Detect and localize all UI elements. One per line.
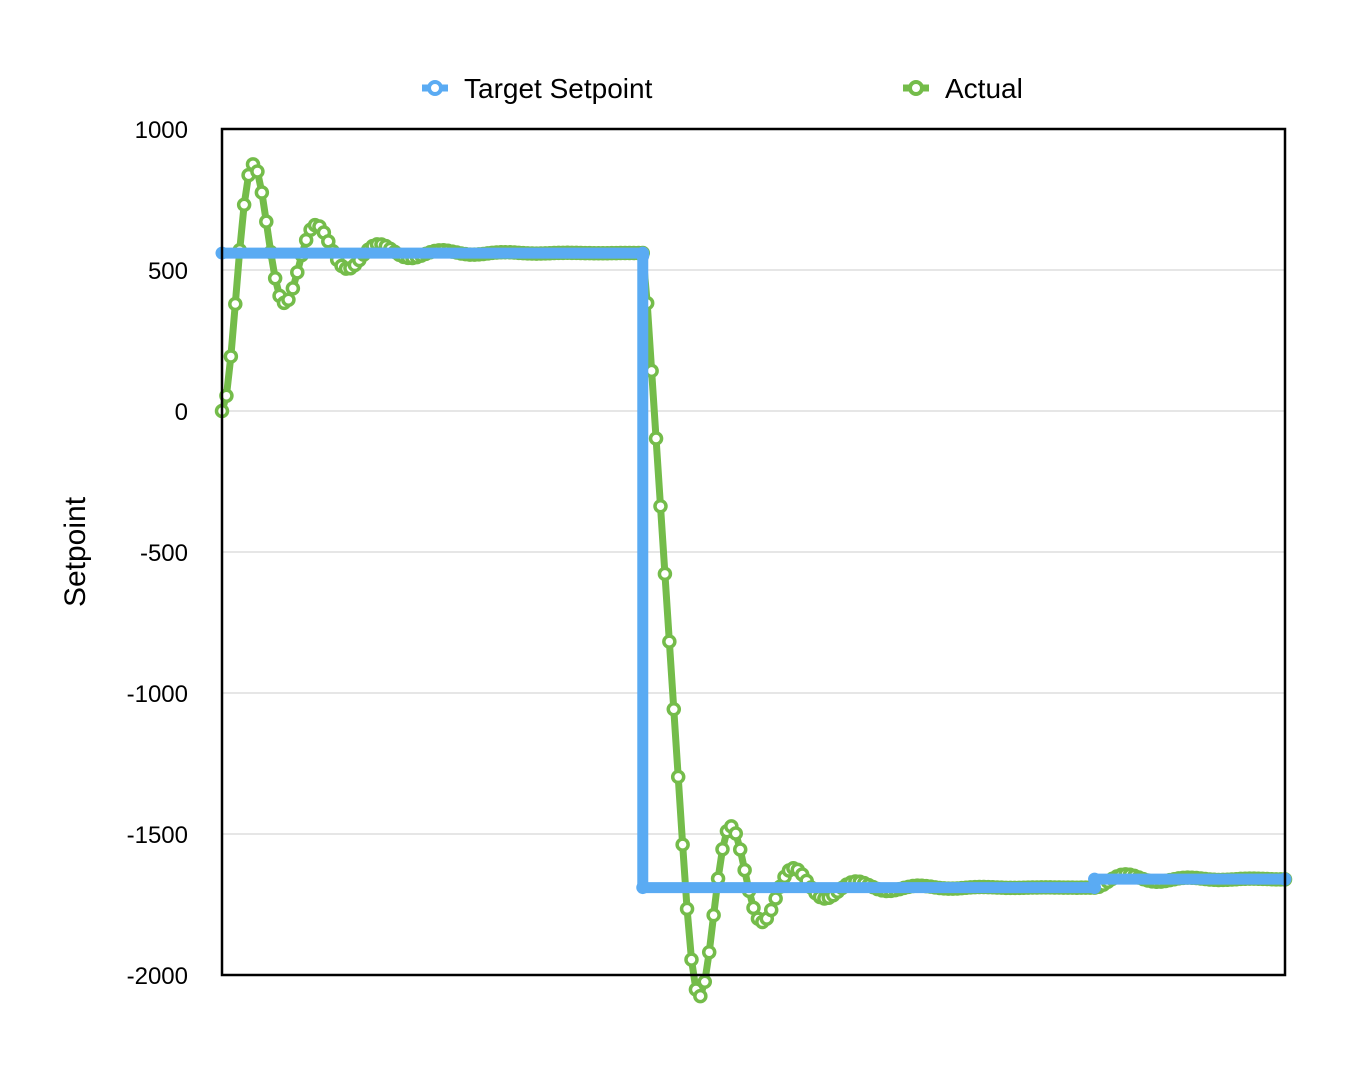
- legend-item-target[interactable]: Target Setpoint: [422, 73, 653, 104]
- data-point-actual[interactable]: [259, 214, 274, 229]
- y-axis-title: Setpoint: [59, 496, 92, 607]
- data-point-actual[interactable]: [697, 974, 713, 989]
- legend-marker-actual: [908, 80, 924, 96]
- legend-item-actual[interactable]: Actual: [903, 73, 1023, 104]
- data-point-actual[interactable]: [684, 952, 699, 967]
- data-point-actual[interactable]: [254, 185, 270, 200]
- data-point-target[interactable]: [636, 881, 650, 895]
- data-point-actual[interactable]: [281, 292, 296, 307]
- y-tick-label: 500: [148, 258, 188, 285]
- data-point-actual[interactable]: [223, 349, 239, 364]
- y-tick-label: -2000: [127, 963, 188, 990]
- y-tick-label: 0: [175, 399, 188, 426]
- data-point-target[interactable]: [1088, 872, 1102, 886]
- series-layer: [214, 157, 1293, 1004]
- data-point-actual[interactable]: [706, 907, 721, 923]
- data-point-actual[interactable]: [250, 164, 265, 179]
- series-line-target: [222, 247, 1285, 894]
- data-point-actual[interactable]: [693, 988, 708, 1004]
- data-point-actual[interactable]: [732, 842, 748, 857]
- gridlines: [222, 269, 1285, 835]
- data-point-actual[interactable]: [653, 498, 668, 514]
- data-point-actual[interactable]: [267, 271, 283, 286]
- y-tick-label: 1000: [135, 117, 188, 144]
- data-point-actual[interactable]: [728, 826, 744, 841]
- data-point-actual[interactable]: [701, 944, 717, 960]
- y-tick-label: -500: [140, 540, 188, 567]
- data-point-actual[interactable]: [648, 431, 664, 446]
- y-tick-label: -1000: [127, 681, 188, 708]
- data-point-actual[interactable]: [662, 634, 677, 649]
- data-point-actual[interactable]: [670, 769, 686, 785]
- y-axis-ticks: 1000 500 0 -500 -1000 -1500 -2000: [127, 117, 188, 990]
- legend-marker-target: [427, 80, 443, 96]
- plot-frame: [220, 127, 1287, 977]
- data-point-actual[interactable]: [737, 862, 752, 878]
- data-point-actual[interactable]: [675, 837, 690, 852]
- legend-label-target: Target Setpoint: [464, 73, 653, 104]
- data-point-actual[interactable]: [290, 265, 305, 280]
- data-point-actual[interactable]: [763, 902, 779, 918]
- data-point-actual[interactable]: [228, 296, 243, 312]
- y-tick-label: -1500: [127, 822, 188, 849]
- data-point-actual[interactable]: [285, 281, 301, 296]
- data-point-actual[interactable]: [666, 701, 682, 717]
- data-point-actual[interactable]: [768, 891, 783, 906]
- legend-label-actual: Actual: [945, 73, 1023, 104]
- data-point-actual[interactable]: [715, 841, 730, 857]
- data-point-actual[interactable]: [679, 901, 695, 917]
- series-target: [215, 246, 1292, 895]
- legend: Target Setpoint Actual: [422, 73, 1023, 104]
- data-point-target[interactable]: [636, 249, 650, 263]
- data-point-actual[interactable]: [657, 566, 673, 582]
- data-point-actual[interactable]: [236, 197, 252, 213]
